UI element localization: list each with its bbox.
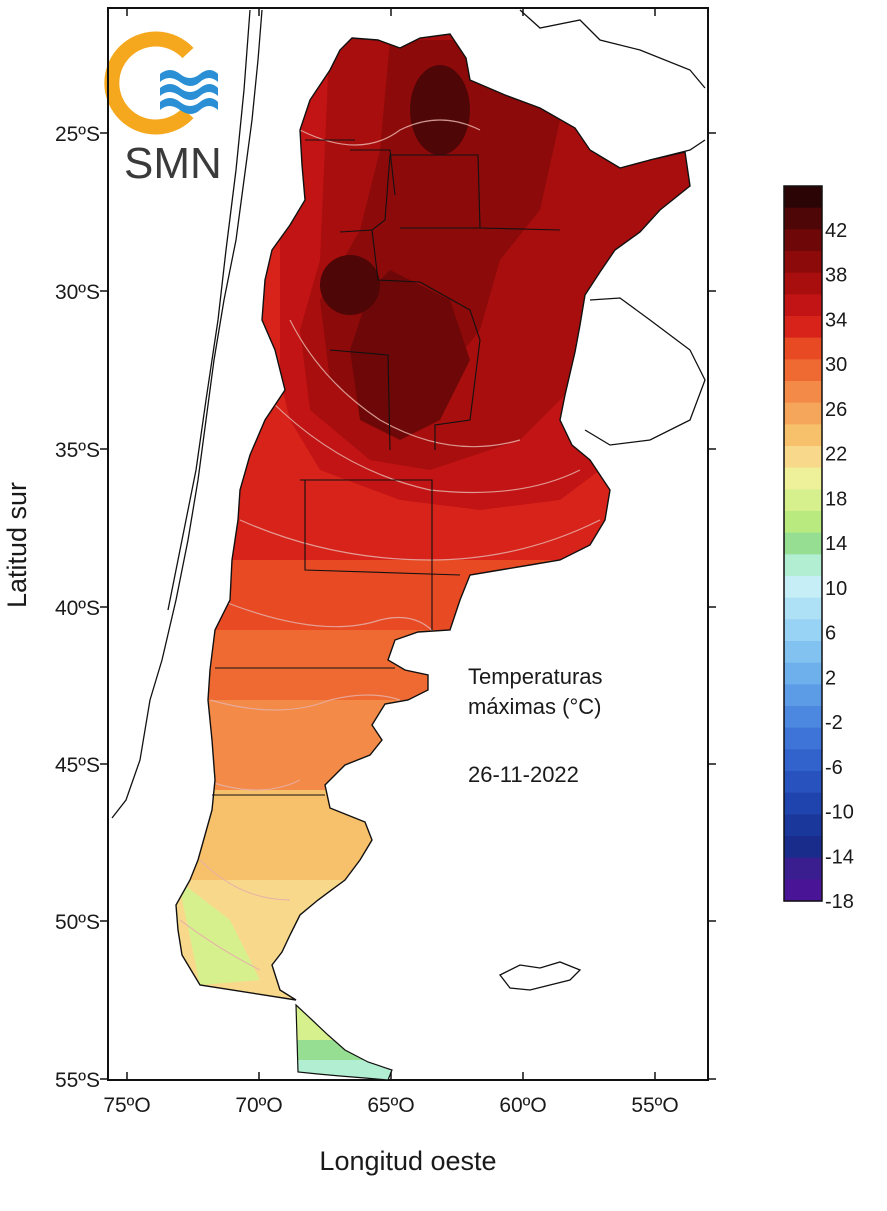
colorbar-swatch	[784, 641, 822, 664]
colorbar-swatch	[784, 836, 822, 859]
colorbar-swatch	[784, 532, 822, 555]
colorbar-swatch	[784, 186, 822, 209]
colorbar-swatch	[784, 879, 822, 902]
colorbar-label: 14	[825, 533, 847, 555]
logo-waves	[160, 70, 218, 114]
colorbar-swatch	[784, 749, 822, 772]
colorbar-swatch	[784, 857, 822, 880]
colorbar-swatch	[784, 272, 822, 295]
malvinas-islands	[499, 961, 582, 991]
lat-tick-label: 50ºS	[55, 911, 100, 934]
chile-inner-line	[167, 9, 251, 611]
x-axis-title: Longitud oeste	[319, 1146, 496, 1176]
lat-tick-label: 35ºS	[55, 439, 100, 462]
colorbar-label: 34	[825, 309, 847, 331]
colorbar-label: -2	[825, 712, 843, 734]
lon-tick-label: 65ºO	[367, 1094, 414, 1117]
colorbar-swatch	[784, 706, 822, 729]
lat-tick-label: 25ºS	[55, 123, 100, 146]
colorbar-label: -10	[825, 802, 854, 824]
tierra-del-fuego-outline	[295, 1003, 393, 1081]
colorbar-label: 42	[825, 220, 847, 242]
lat-tick-label: 45ºS	[55, 754, 100, 777]
colorbar-label: -6	[825, 757, 843, 779]
colorbar-label: -14	[825, 846, 854, 868]
map-title-line1: Temperaturas	[468, 664, 603, 689]
colorbar-swatch	[784, 359, 822, 382]
colorbar-swatch	[784, 771, 822, 794]
colorbar-label: 2	[825, 667, 836, 689]
colorbar-label: 26	[825, 399, 847, 421]
colorbar-swatch	[784, 229, 822, 252]
y-axis-title: Latitud sur	[2, 482, 32, 608]
map-title-line2: máximas (°C)	[468, 694, 601, 719]
colorbar-swatch	[784, 727, 822, 750]
map-date: 26-11-2022	[468, 762, 579, 787]
colorbar-label: 6	[825, 623, 836, 645]
colorbar-swatch	[784, 684, 822, 707]
colorbar-label: 30	[825, 354, 847, 376]
colorbar-swatch	[784, 207, 822, 230]
chile-coast	[111, 9, 263, 819]
colorbar-frame	[783, 185, 823, 902]
province-borders	[212, 139, 561, 796]
colorbar-label: 10	[825, 578, 847, 600]
colorbar-swatch	[784, 402, 822, 425]
colorbar-swatch	[784, 251, 822, 274]
logo-text: SMN	[124, 139, 222, 188]
colorbar-label: 18	[825, 488, 847, 510]
map-frame	[107, 7, 709, 1081]
smn-logo: SMN	[104, 31, 222, 188]
colorbar-swatch	[784, 446, 822, 469]
colorbar-label: 22	[825, 444, 847, 466]
bolivia-paraguay-border	[519, 9, 706, 89]
axis-ticks	[100, 8, 716, 1080]
colorbar-swatch	[784, 489, 822, 512]
colorbar-swatch	[784, 316, 822, 339]
logo-arc	[104, 31, 194, 135]
colorbar-swatch	[784, 576, 822, 599]
colorbar-swatch	[784, 792, 822, 815]
temperature-colorbar: 42 38 34 30 26 22 18 14 10 6 2 -2 -6 -10 -14 -18	[783, 185, 854, 913]
lat-tick-label: 30ºS	[55, 281, 100, 304]
lon-tick-label: 70ºO	[235, 1094, 282, 1117]
colorbar-swatch	[784, 467, 822, 490]
colorbar-label: 38	[825, 265, 847, 287]
lat-tick-label: 55ºS	[55, 1069, 100, 1092]
lon-tick-label: 60ºO	[499, 1094, 546, 1117]
colorbar-swatch	[784, 597, 822, 620]
colorbar-swatch	[784, 814, 822, 837]
lat-tick-label: 40ºS	[55, 597, 100, 620]
uruguay-border	[584, 297, 706, 446]
colorbar-label: -18	[825, 891, 854, 913]
colorbar-swatch	[784, 554, 822, 577]
colorbar-swatch	[784, 381, 822, 404]
colorbar-swatch	[784, 511, 822, 534]
lon-tick-label: 75ºO	[103, 1094, 150, 1117]
colorbar-swatch	[784, 294, 822, 317]
colorbar-swatch	[784, 424, 822, 447]
colorbar-swatch	[784, 619, 822, 642]
colorbar-swatch	[784, 337, 822, 360]
argentina-outline	[175, 33, 691, 1001]
colorbar-swatch	[784, 662, 822, 685]
lon-tick-label: 55ºO	[631, 1094, 678, 1117]
